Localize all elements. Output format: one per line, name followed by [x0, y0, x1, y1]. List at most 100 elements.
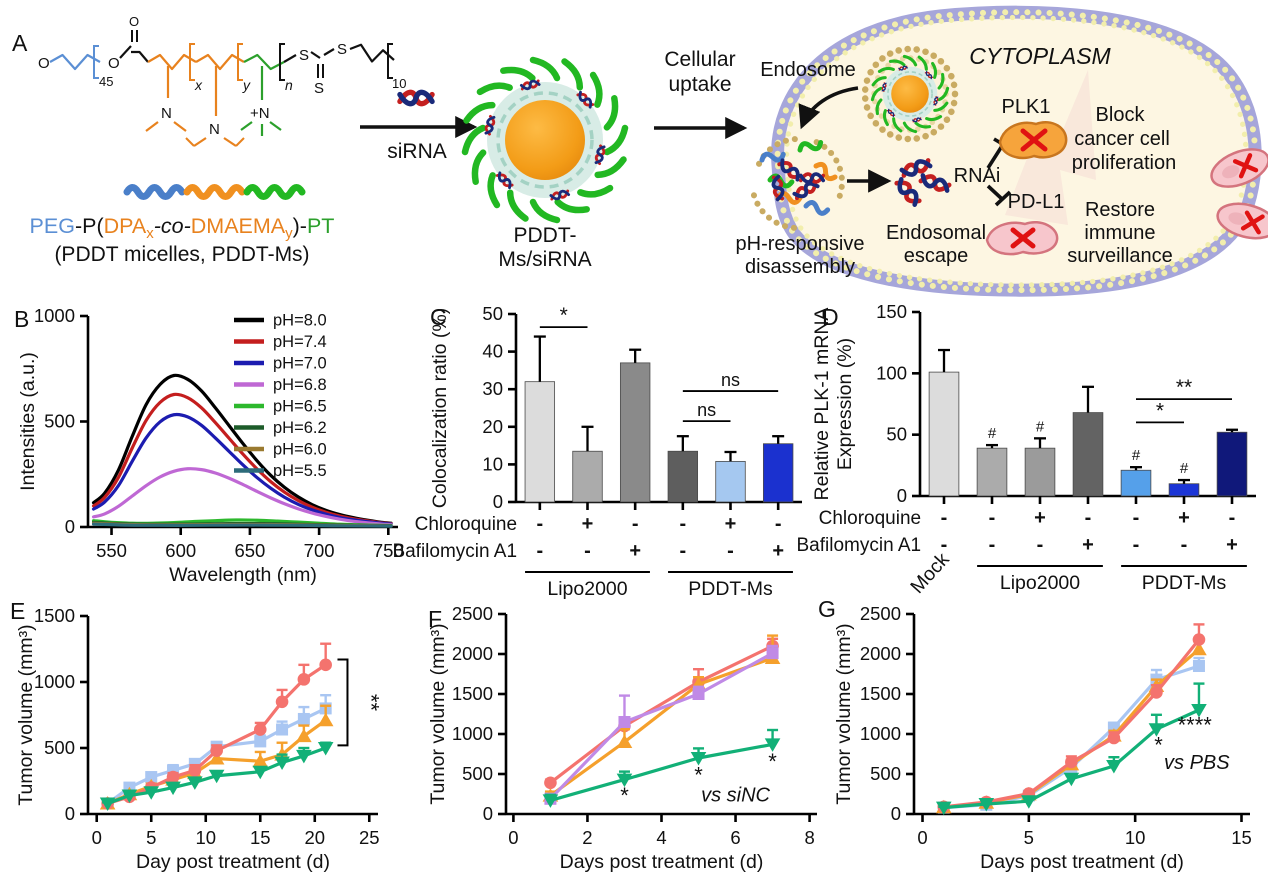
blocked-cancer-cell — [1216, 202, 1268, 240]
sirna-helix-icon — [933, 96, 939, 106]
hash-mark: # — [1132, 447, 1141, 464]
panel-label-e: E — [10, 598, 26, 624]
endosome-to-disassembly-arrow — [798, 86, 859, 130]
x-tick-label: 550 — [96, 540, 127, 561]
uptake-label-line2: uptake — [668, 73, 731, 96]
pdl1-label: PD-L1 — [1008, 191, 1065, 213]
row-value: - — [1085, 507, 1092, 529]
sig-label: ** — [358, 694, 383, 712]
bar — [715, 450, 746, 510]
x-tick-label: 10 — [1125, 827, 1146, 848]
sirna-helix-icon — [771, 174, 785, 202]
y-tick-label: 0 — [493, 491, 503, 512]
y-tick-label: 100 — [876, 362, 907, 383]
y-tick-label: 30 — [482, 378, 503, 399]
row-value: - — [584, 540, 591, 562]
sirna-helix-icon — [894, 177, 922, 207]
y-axis-label: Tumor volume (mm³) — [427, 623, 449, 804]
repeat-y: y — [242, 77, 251, 93]
x-tick-label: 8 — [804, 827, 814, 848]
legend-label: pH=8.0 — [273, 312, 327, 330]
row-value: + — [629, 540, 641, 562]
row-value: - — [727, 540, 734, 562]
endosomal-escape-line1: Endosomal — [886, 222, 986, 244]
y-tick-label: 500 — [462, 763, 493, 784]
plk1-protein-blob — [998, 121, 1068, 160]
micelle-icon — [461, 56, 629, 224]
legend-label: pH=7.0 — [273, 355, 327, 373]
x-tick-label: 650 — [234, 540, 265, 561]
bar — [619, 348, 651, 510]
bar — [667, 435, 699, 510]
legend-label: pH=7.4 — [273, 333, 327, 351]
y-tick-label: 50 — [886, 424, 907, 445]
plk1-label: PLK1 — [1002, 96, 1051, 118]
atom-label: O — [108, 55, 120, 72]
y-tick-label: 1500 — [34, 605, 75, 626]
block-line1: Block — [1096, 104, 1146, 126]
uptake-label-line1: Cellular — [664, 48, 735, 71]
x-tick-label: 0 — [92, 827, 102, 848]
panel-label-c: C — [430, 304, 447, 330]
y-axis-label: Relative PLK-1 mRNA — [811, 308, 833, 501]
x-tick-label: 5 — [146, 827, 156, 848]
sirna-helix-icon — [549, 189, 571, 201]
sig-label: ns — [721, 370, 740, 390]
chart-ph-spectra: 0 500 1000 550 600 650 700 750 Intensities (a.u.… — [17, 305, 404, 586]
y-tick-label: 1500 — [452, 683, 493, 704]
bar: # — [1120, 447, 1152, 504]
y-tick-label: 150 — [876, 301, 907, 322]
panel-label-g: G — [818, 596, 836, 622]
x-axis-label: Day post treatment (d) — [136, 851, 330, 873]
panel-label-d: D — [822, 304, 839, 330]
atom-label: S — [299, 47, 309, 64]
y-axis-label: Expression (%) — [834, 338, 856, 470]
bar — [928, 348, 960, 504]
x-tick-label: 15 — [250, 827, 271, 848]
sirna-helix-icon — [484, 114, 496, 136]
row-value: - — [941, 534, 948, 556]
repeat-x: x — [194, 77, 203, 93]
micelle-label-line2: Ms/siRNA — [498, 248, 591, 271]
cytoplasm-label: CYTOPLASM — [969, 43, 1111, 69]
sirna-helix-icon — [495, 171, 514, 190]
sirna-helix-icon — [576, 90, 595, 109]
amine-label: N — [161, 105, 172, 122]
bar: # — [1024, 418, 1056, 504]
series-green-triangles — [542, 728, 781, 808]
panel-label-a: A — [12, 30, 28, 56]
x-tick-label: 0 — [508, 827, 518, 848]
row-value: + — [1034, 507, 1046, 529]
chart-colocalization: 0 10 20 30 40 50 Colocalization ratio (%) * nsns… — [392, 303, 802, 600]
chart-tumor-volume-f: 0 500 1000 1500 2000 2500 0 2 4 6 8 Tumor volume (m… — [427, 603, 817, 873]
cell-diagram — [750, 5, 1268, 297]
row-value: + — [725, 513, 737, 535]
y-tick-label: 0 — [897, 485, 907, 506]
y-axis-label: Tumor volume (mm³) — [15, 624, 37, 805]
hash-mark: # — [1036, 418, 1045, 435]
y-tick-label: 0 — [891, 803, 901, 824]
row-header: Chloroquine — [415, 514, 517, 535]
row-value: - — [1133, 507, 1140, 529]
row-header: Chloroquine — [819, 508, 921, 529]
red-x-icon — [1232, 153, 1259, 179]
tail-repeat-count: 10 — [392, 76, 406, 91]
sirna-helix-icon — [594, 144, 606, 166]
sirna-helix-icon — [881, 82, 887, 92]
x-tick-label: 4 — [656, 827, 666, 848]
bar: # — [1168, 460, 1200, 504]
x-tick-label: 6 — [730, 827, 740, 848]
x-axis-label: Days post treatment (d) — [980, 851, 1184, 873]
red-x-icon — [1240, 210, 1265, 235]
ph-disassembly-line1: pH-responsive — [736, 233, 865, 255]
y-tick-label: 2500 — [452, 603, 493, 624]
group-label: Lipo2000 — [1000, 572, 1080, 594]
hash-mark: # — [988, 425, 997, 442]
row-value: + — [772, 540, 784, 562]
annotation: * — [620, 783, 629, 808]
annotation: * — [694, 762, 703, 787]
legend-label: pH=6.0 — [273, 441, 327, 459]
x-tick-label: 15 — [1231, 827, 1252, 848]
